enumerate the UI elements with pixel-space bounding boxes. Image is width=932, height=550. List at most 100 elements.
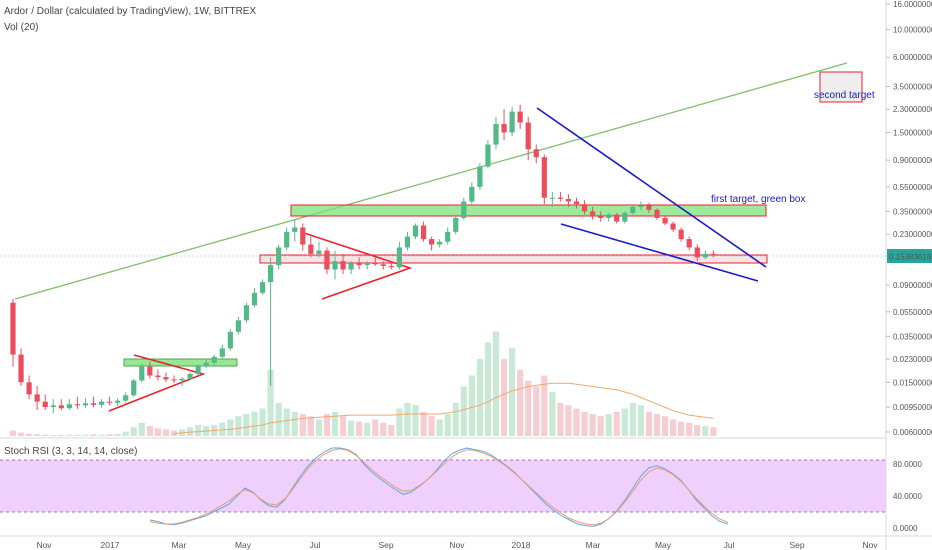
candle-body	[638, 205, 644, 207]
volume-bar	[613, 411, 620, 436]
volume-bar	[557, 403, 564, 436]
candle-body	[251, 292, 258, 306]
candle-body	[276, 247, 282, 266]
volume-bar	[460, 386, 467, 436]
candle-body	[453, 217, 459, 232]
volume-bar	[380, 422, 387, 436]
time-tick-label: 2018	[512, 540, 531, 550]
volume-bar	[66, 434, 73, 436]
candle-body	[565, 198, 572, 202]
candle-body	[34, 394, 40, 402]
volume-bar	[404, 403, 411, 436]
candle-body	[429, 239, 435, 245]
volume-bar	[517, 370, 524, 436]
volume-bar	[428, 416, 435, 436]
volume-bar	[412, 405, 419, 436]
candle-body	[316, 250, 322, 254]
candle-body	[686, 239, 692, 248]
candle-body	[445, 231, 451, 242]
candle-body	[622, 212, 628, 222]
candle-body	[670, 223, 676, 230]
price-tick-label: 0.55000000	[893, 183, 932, 192]
volume-bar	[331, 411, 339, 436]
price-tick-label: 0.00950000	[893, 403, 932, 412]
volume-bar	[605, 414, 612, 436]
candle-body	[477, 166, 483, 187]
volume-bar	[235, 416, 242, 436]
price-tick-label: 0.03500000	[893, 332, 932, 341]
volume-bar	[138, 422, 145, 436]
volume-bar	[154, 428, 161, 436]
price-axis[interactable]: 16.00000000 10.00000000 6.00000000 3.500000…	[886, 0, 932, 437]
candle-body	[147, 366, 153, 376]
price-tick-label: 0.01500000	[893, 378, 932, 387]
candle-body	[227, 331, 233, 349]
volume-bar	[227, 419, 234, 436]
volume-bar	[82, 434, 89, 436]
candle-body	[469, 186, 475, 202]
volume-bar	[50, 434, 57, 436]
volume-bar	[589, 414, 596, 436]
candle-body	[614, 214, 620, 222]
volume-bar	[339, 416, 347, 436]
volume-bar	[525, 381, 532, 436]
candle-body	[549, 197, 555, 199]
volume-bar	[637, 405, 644, 436]
candle-body	[18, 354, 24, 383]
candle-body	[155, 375, 161, 378]
price-tick-label: 0.09000000	[893, 281, 932, 290]
volume-bar	[364, 422, 371, 436]
rsi-axis: 80.0000 40.0000 0.0000	[893, 460, 922, 533]
volume-bar	[565, 405, 572, 436]
volume-bar	[122, 431, 129, 436]
candle-body	[598, 216, 604, 218]
candle-body	[139, 366, 145, 381]
volume-bar	[549, 392, 556, 436]
candle-body	[308, 244, 314, 254]
volume-bars	[9, 331, 717, 436]
price-tick-label: 0.05500000	[893, 308, 932, 317]
volume-bar	[653, 414, 661, 436]
candle-body	[646, 205, 652, 210]
volume-bar	[533, 386, 540, 436]
candle-body	[243, 305, 250, 321]
candle-body	[606, 214, 612, 218]
time-tick-label: May	[235, 540, 252, 550]
candle-body	[388, 265, 394, 268]
candle-body	[115, 400, 121, 403]
candle-body	[50, 405, 56, 408]
time-axis[interactable]: Nov 2017 Mar May Jul Sep Nov 2018 Mar May Jul Sep No…	[36, 540, 878, 550]
time-tick-label: Nov	[862, 540, 878, 550]
candle-body	[694, 247, 700, 258]
volume-bar	[283, 408, 290, 436]
candle-body	[284, 231, 290, 248]
price-tag-bg	[887, 249, 932, 263]
volume-bar	[388, 425, 395, 436]
candle-body	[509, 111, 515, 133]
price-tick-label: 6.00000000	[893, 53, 932, 62]
candle-body	[66, 404, 72, 409]
volume-bar	[323, 414, 331, 436]
candle-body	[557, 197, 563, 199]
price-tick-label: 1.50000000	[893, 128, 932, 137]
time-tick-label: Nov	[449, 540, 465, 550]
candle-body	[630, 206, 636, 213]
candle-body	[98, 401, 105, 405]
first-target-label: first target, green box	[711, 194, 806, 205]
time-tick-label: Mar	[586, 540, 601, 550]
stoch-d-line	[149, 448, 729, 526]
volume-bar	[468, 375, 475, 436]
volume-bar	[348, 420, 355, 436]
long-trend-line	[14, 62, 848, 300]
stoch-k-line	[149, 447, 729, 527]
candle-body	[340, 261, 346, 270]
volume-bar	[74, 434, 81, 436]
volume-bar	[686, 422, 693, 436]
volume-bar	[702, 426, 709, 436]
volume-bar	[661, 416, 669, 436]
candle-body	[348, 263, 354, 270]
candle-body	[573, 201, 580, 205]
volume-bar	[162, 429, 170, 436]
price-tag-text: 0.15383616	[889, 253, 932, 262]
